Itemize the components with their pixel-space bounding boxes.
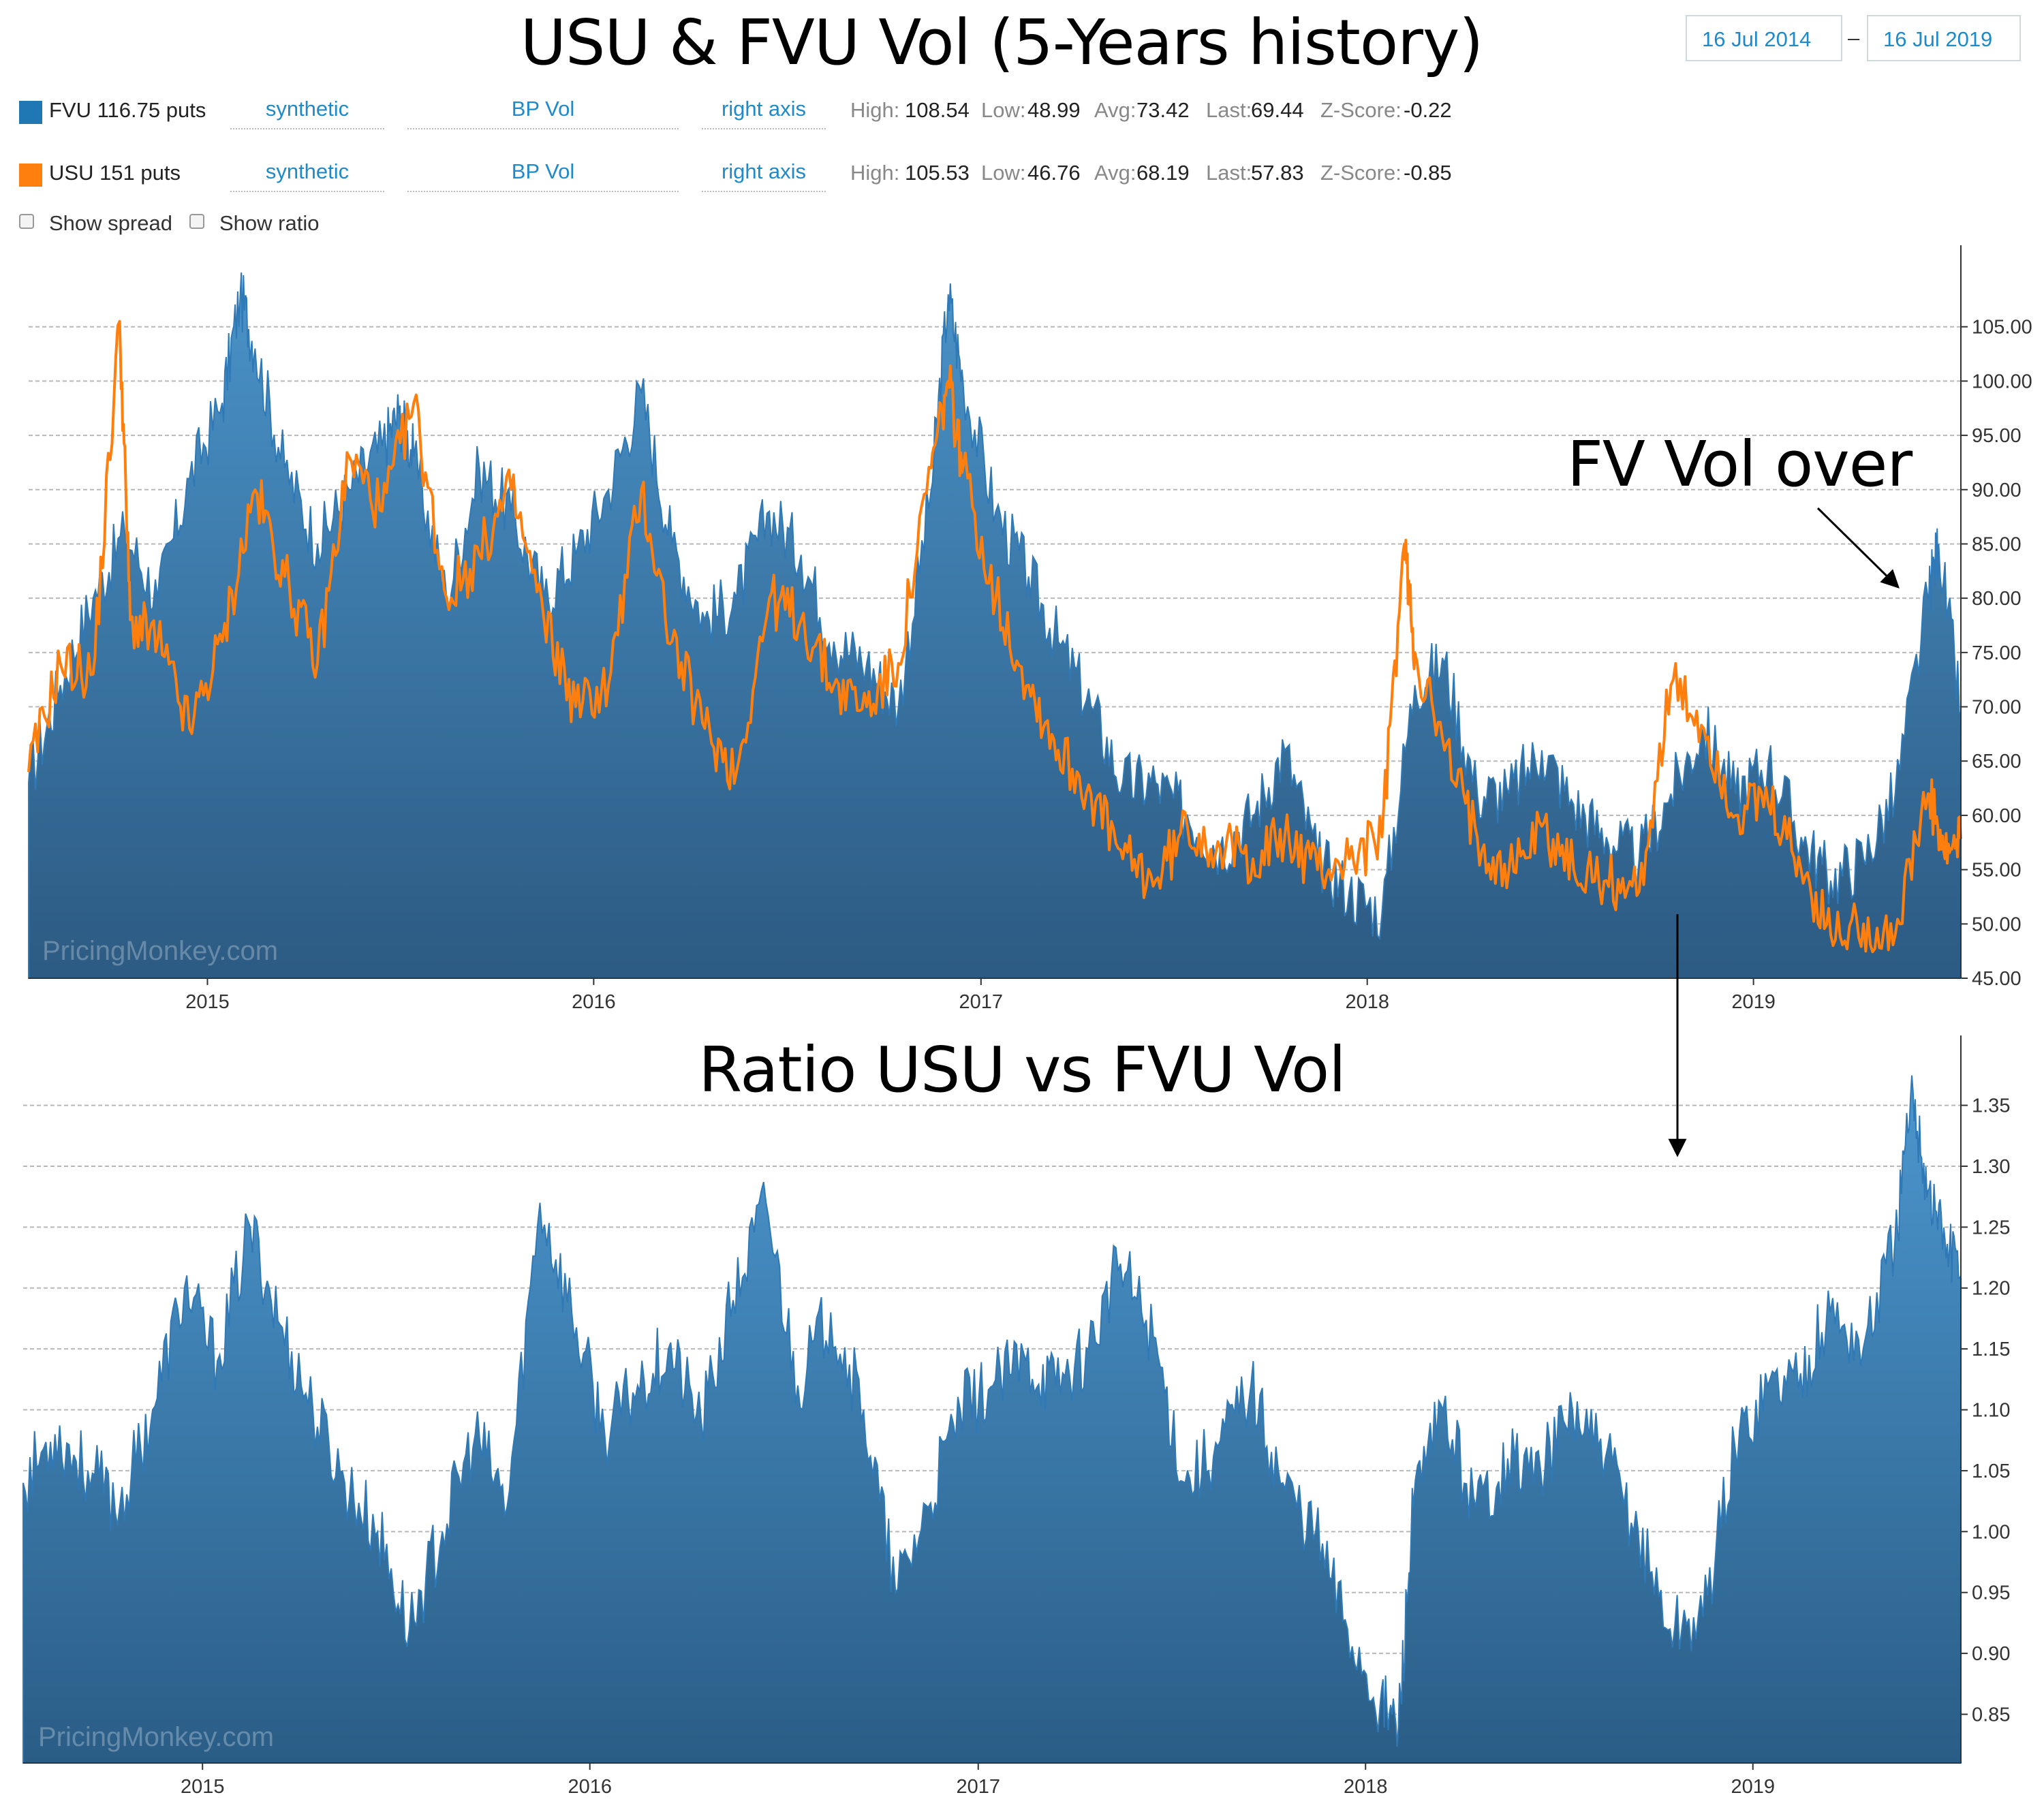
- y-tick-label: 1.30: [1972, 1156, 2010, 1178]
- y-tick-label: 45.00: [1972, 968, 2022, 990]
- y-tick-label: 70.00: [1972, 697, 2022, 719]
- x-tick-label: 2016: [572, 991, 616, 1013]
- date-separator: –: [1848, 26, 1860, 50]
- ratio-chart-title: Ratio USU vs FVU Vol: [698, 1033, 1346, 1106]
- ratio-area: [22, 1075, 1962, 1764]
- chart-title: USU & FVU Vol (5-Years history): [520, 6, 1484, 79]
- y-tick-label: 95.00: [1972, 425, 2022, 447]
- show-ratio-toggle[interactable]: Show ratio: [189, 208, 339, 238]
- usu-last-label: Last:: [1206, 161, 1252, 185]
- series-row-fvu: FVU 116.75 puts synthetic BP Vol right a…: [19, 90, 1518, 131]
- usu-axis-dropdown[interactable]: right axis: [702, 153, 826, 192]
- usu-low-label: Low:: [981, 161, 1026, 185]
- x-tick-label: 2015: [181, 1776, 225, 1798]
- show-spread-toggle[interactable]: Show spread: [19, 208, 183, 238]
- x-tick-label: 2018: [1344, 1776, 1388, 1798]
- x-tick-label: 2015: [185, 991, 230, 1013]
- fvu-swatch: [19, 101, 42, 124]
- usu-type-dropdown[interactable]: synthetic: [230, 153, 384, 192]
- usu-high-label: High:: [850, 161, 900, 185]
- x-tick-label: 2019: [1731, 991, 1776, 1013]
- fvu-avg-label: Avg:: [1094, 98, 1136, 122]
- y-tick-label: 1.25: [1972, 1217, 2010, 1238]
- usu-avg-label: Avg:: [1094, 161, 1136, 185]
- x-tick-label: 2019: [1731, 1776, 1775, 1798]
- y-tick-label: 80.00: [1972, 588, 2022, 610]
- x-tick-label: 2016: [568, 1776, 612, 1798]
- fvu-last-label: Last:: [1206, 98, 1252, 122]
- usu-low-value: 46.76: [1027, 161, 1081, 185]
- y-tick-label: 50.00: [1972, 914, 2022, 935]
- fvu-high-label: High:: [850, 98, 900, 122]
- usu-measure-dropdown[interactable]: BP Vol: [407, 153, 679, 192]
- y-tick-label: 1.15: [1972, 1339, 2010, 1360]
- vol-chart: 45.00 50.00 55.00 60.00 65.00 70.00 75.00 80.00…: [27, 245, 2032, 1013]
- usu-vol-line: [27, 319, 1962, 954]
- annotation-arrow-upper: [1816, 507, 1900, 589]
- y-tick-label: 0.85: [1972, 1704, 2010, 1726]
- fvu-zscore-label: Z-Score:: [1320, 98, 1402, 122]
- y-tick-label: 105.00: [1972, 317, 2032, 339]
- x-tick-label: 2018: [1345, 991, 1389, 1013]
- fvu-avg-value: 73.42: [1136, 98, 1190, 122]
- fvu-axis-dropdown[interactable]: right axis: [702, 90, 826, 129]
- y-tick-label: 60.00: [1972, 805, 2022, 827]
- y-tick-label: 1.05: [1972, 1461, 2010, 1482]
- fvu-zscore-value: -0.22: [1404, 98, 1452, 122]
- y-tick-label: 1.10: [1972, 1400, 2010, 1422]
- show-ratio-label: Show ratio: [219, 211, 320, 235]
- fvu-low-value: 48.99: [1027, 98, 1081, 122]
- series-row-usu: USU 151 puts synthetic BP Vol right axis…: [19, 153, 1518, 193]
- y-tick-label: 75.00: [1972, 642, 2022, 664]
- y-tick-label: 90.00: [1972, 480, 2022, 501]
- show-spread-checkbox[interactable]: [19, 214, 34, 229]
- fvu-type-dropdown[interactable]: synthetic: [230, 90, 384, 129]
- y-tick-label: 85.00: [1972, 533, 2022, 555]
- show-spread-label: Show spread: [49, 211, 172, 235]
- usu-avg-value: 68.19: [1136, 161, 1190, 185]
- y-tick-label: 100.00: [1972, 371, 2032, 392]
- fvu-series-name: FVU 116.75 puts: [49, 98, 206, 122]
- fvu-high-value: 108.54: [905, 98, 970, 122]
- usu-zscore-value: -0.85: [1404, 161, 1452, 185]
- annotation-text: FV Vol over: [1567, 428, 1913, 501]
- show-ratio-checkbox[interactable]: [189, 214, 204, 229]
- y-tick-label: 55.00: [1972, 860, 2022, 881]
- usu-swatch: [19, 163, 42, 187]
- date-from-input[interactable]: 16 Jul 2014: [1686, 15, 1842, 61]
- fvu-last-value: 69.44: [1251, 98, 1304, 122]
- usu-series-name: USU 151 puts: [49, 161, 181, 185]
- y-tick-label: 1.35: [1972, 1095, 2010, 1117]
- watermark-lower: PricingMonkey.com: [38, 1722, 275, 1752]
- fvu-measure-dropdown[interactable]: BP Vol: [407, 90, 679, 129]
- watermark-upper: PricingMonkey.com: [42, 936, 279, 966]
- y-tick-label: 0.90: [1972, 1643, 2010, 1665]
- y-tick-label: 1.00: [1972, 1521, 2010, 1543]
- x-tick-label: 2017: [959, 991, 1004, 1013]
- usu-high-value: 105.53: [905, 161, 970, 185]
- y-tick-label: 65.00: [1972, 751, 2022, 773]
- fvu-low-label: Low:: [981, 98, 1026, 122]
- usu-last-value: 57.83: [1251, 161, 1304, 185]
- ratio-chart: 0.85 0.90 0.95 1.00 1.05 1.10 1.15 1.20 1.25 1.30…: [22, 1035, 2010, 1798]
- y-tick-label: 0.95: [1972, 1582, 2010, 1604]
- usu-zscore-label: Z-Score:: [1320, 161, 1402, 185]
- x-tick-label: 2017: [956, 1776, 1000, 1798]
- y-tick-label: 1.20: [1972, 1278, 2010, 1300]
- date-to-input[interactable]: 16 Jul 2019: [1867, 15, 2021, 61]
